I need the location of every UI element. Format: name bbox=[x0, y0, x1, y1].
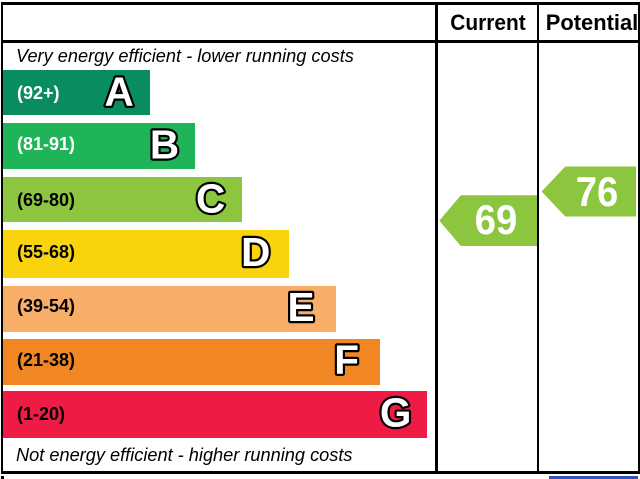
svg-text:E: E bbox=[287, 284, 314, 330]
svg-text:D: D bbox=[241, 229, 270, 275]
svg-text:69: 69 bbox=[475, 197, 517, 243]
svg-text:C: C bbox=[196, 175, 225, 221]
svg-text:F: F bbox=[334, 337, 359, 383]
svg-text:G: G bbox=[380, 389, 412, 435]
svg-text:B: B bbox=[150, 122, 179, 168]
svg-text:76: 76 bbox=[576, 170, 618, 216]
svg-text:A: A bbox=[104, 69, 133, 115]
